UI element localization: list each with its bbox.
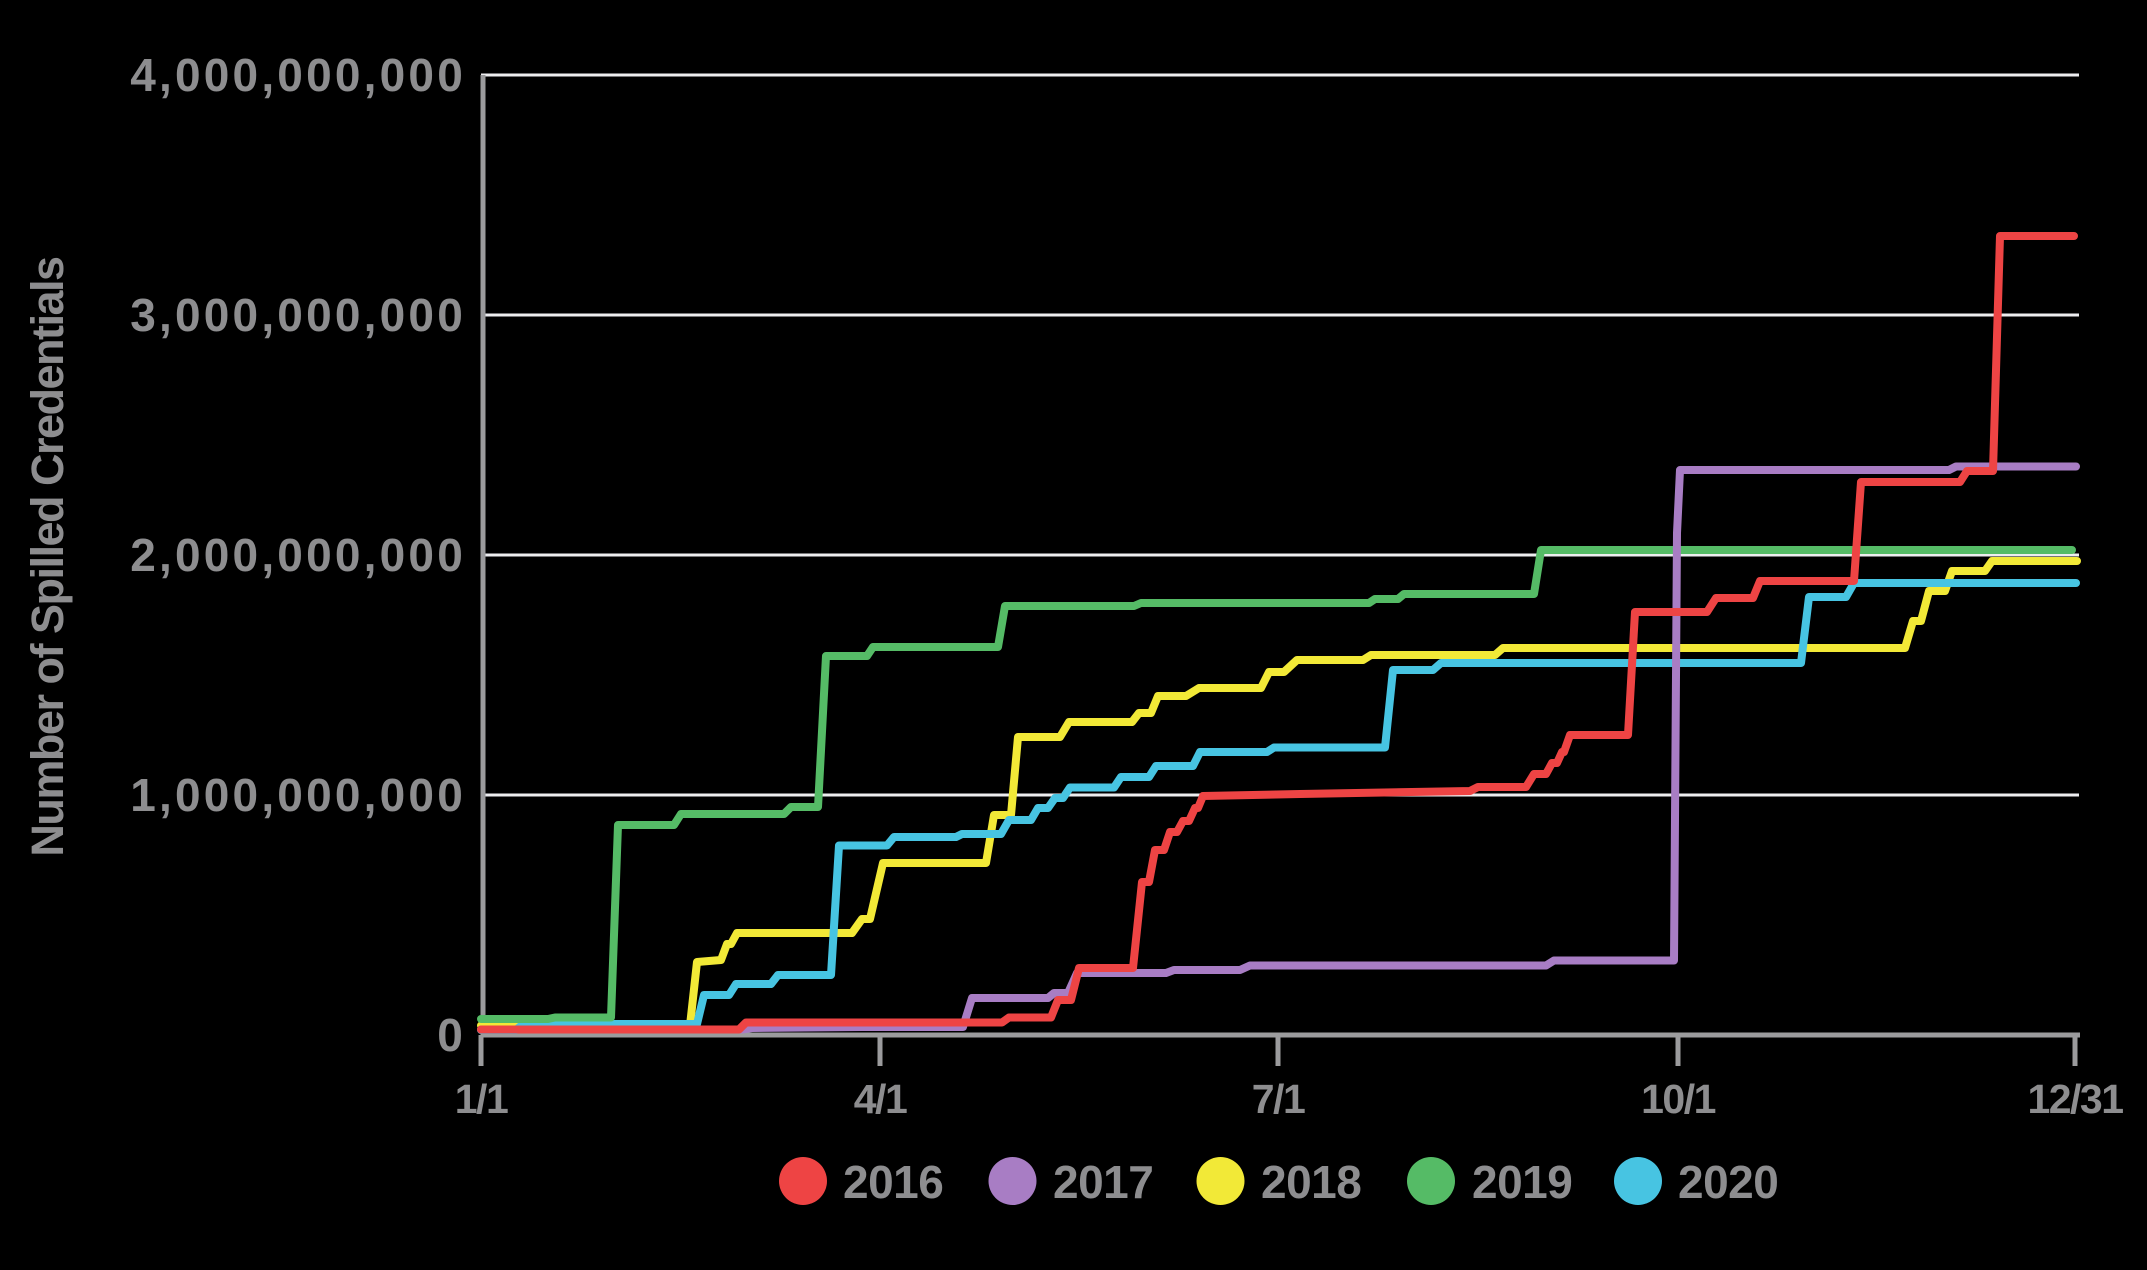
svg-text:2020: 2020 bbox=[1678, 1156, 1778, 1208]
svg-text:2,000,000,000: 2,000,000,000 bbox=[130, 529, 466, 581]
svg-text:4/1: 4/1 bbox=[854, 1076, 907, 1122]
svg-text:4,000,000,000: 4,000,000,000 bbox=[130, 49, 466, 101]
svg-text:1,000,000,000: 1,000,000,000 bbox=[130, 769, 466, 821]
svg-text:10/1: 10/1 bbox=[1641, 1076, 1715, 1122]
svg-text:1/1: 1/1 bbox=[455, 1076, 508, 1122]
svg-text:3,000,000,000: 3,000,000,000 bbox=[130, 289, 466, 341]
svg-text:12/31: 12/31 bbox=[2027, 1076, 2123, 1122]
svg-text:2017: 2017 bbox=[1053, 1156, 1153, 1208]
svg-text:0: 0 bbox=[437, 1009, 466, 1061]
svg-text:2018: 2018 bbox=[1261, 1156, 1361, 1208]
svg-text:7/1: 7/1 bbox=[1252, 1076, 1305, 1122]
svg-text:Number of Spilled Credentials: Number of Spilled Credentials bbox=[22, 257, 73, 857]
svg-text:2016: 2016 bbox=[843, 1156, 943, 1208]
svg-text:2019: 2019 bbox=[1472, 1156, 1572, 1208]
